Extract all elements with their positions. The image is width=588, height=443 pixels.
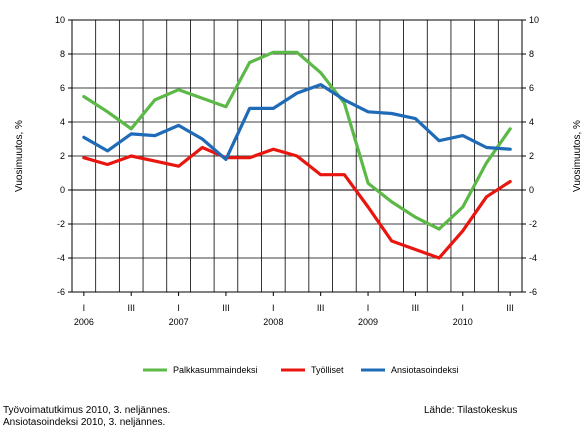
x-tick-label: I — [272, 303, 275, 313]
y-tick-label-left: 10 — [55, 15, 65, 25]
series-line — [82, 50, 512, 231]
y-tick-label-left: 8 — [60, 49, 65, 59]
legend-label: Ansiotasoindeksi — [391, 365, 459, 375]
y-tick-label-left: 0 — [60, 185, 65, 195]
legend-label: Palkkasummaindeksi — [173, 365, 258, 375]
x-year-label: 2008 — [263, 317, 283, 327]
series-lines — [82, 50, 512, 260]
footer-source-line: Työvoimatutkimus 2010, 3. neljännes. — [3, 405, 171, 416]
y-tick-label-right: -4 — [529, 253, 537, 263]
y-tick-label-right: 2 — [529, 151, 534, 161]
y-axis-right-label: Vuosimuutos, % — [572, 120, 583, 192]
y-axis-left-label: Vuosimuutos, % — [14, 120, 25, 192]
x-year-label: 2010 — [453, 317, 473, 327]
series-line — [82, 82, 512, 161]
footer-source: Työvoimatutkimus 2010, 3. neljännes. Ans… — [3, 405, 170, 429]
x-tick-label: I — [177, 303, 180, 313]
y-axis-right: -6 -4 -2 0 2 4 6 8 10 — [522, 15, 539, 297]
x-tick-label: I — [83, 303, 86, 313]
legend: Palkkasummaindeksi Työlliset Ansiotasoinde… — [143, 365, 459, 375]
x-tick-label: I — [462, 303, 465, 313]
x-tick-label: III — [127, 303, 135, 313]
y-tick-label-right: -2 — [529, 219, 537, 229]
y-tick-label-right: 8 — [529, 49, 534, 59]
y-tick-label-left: 2 — [60, 151, 65, 161]
x-tick-label: III — [412, 303, 420, 313]
x-year-label: 2009 — [358, 317, 378, 327]
y-axis-left: -6 -4 -2 0 2 4 6 8 10 — [55, 15, 72, 297]
y-tick-label-right: 10 — [529, 15, 539, 25]
x-tick-label: I — [367, 303, 370, 313]
y-tick-label-left: -2 — [57, 219, 65, 229]
legend-label: Työlliset — [311, 365, 344, 375]
y-tick-label-left: -4 — [57, 253, 65, 263]
x-year-label: 2007 — [169, 317, 189, 327]
x-year-label: 2006 — [74, 317, 94, 327]
y-tick-label-right: -6 — [529, 287, 537, 297]
series-line — [82, 145, 512, 260]
y-tick-label-left: -6 — [57, 287, 65, 297]
y-tick-label-left: 6 — [60, 83, 65, 93]
y-tick-label-left: 4 — [60, 117, 65, 127]
y-tick-label-right: 0 — [529, 185, 534, 195]
x-tick-label: III — [317, 303, 325, 313]
x-tick-label: III — [222, 303, 230, 313]
x-tick-label: III — [506, 303, 514, 313]
y-tick-label-right: 6 — [529, 83, 534, 93]
footer-source-line: Ansiotasoindeksi 2010, 3. neljännes. — [3, 417, 166, 428]
y-tick-label-right: 4 — [529, 117, 534, 127]
footer-credit: Lähde: Tilastokeskus — [424, 405, 518, 416]
